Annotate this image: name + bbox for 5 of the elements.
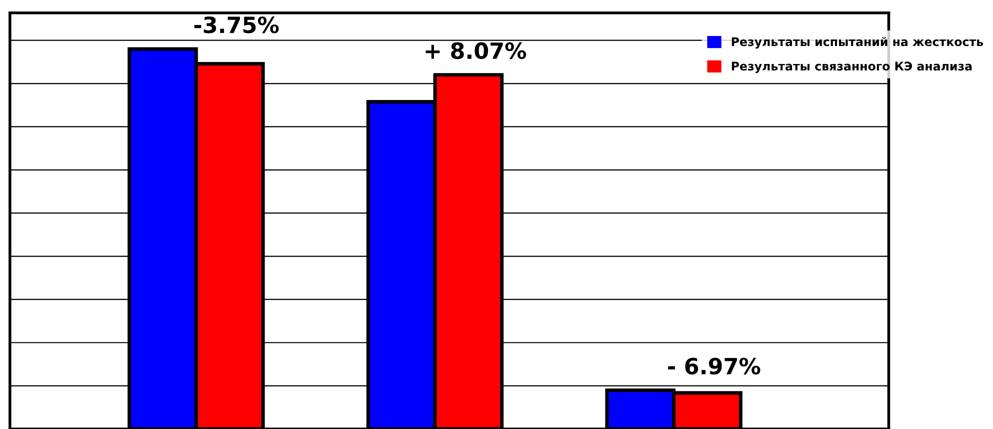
legend-label: Результаты испытаний на жесткость: [732, 36, 984, 49]
annotation: + 8.07%: [426, 42, 526, 60]
text: -3.75%: [194, 16, 279, 34]
annotation: - 6.97%: [668, 358, 760, 375]
legend-label: Результаты связанного КЭ анализа: [732, 62, 972, 73]
